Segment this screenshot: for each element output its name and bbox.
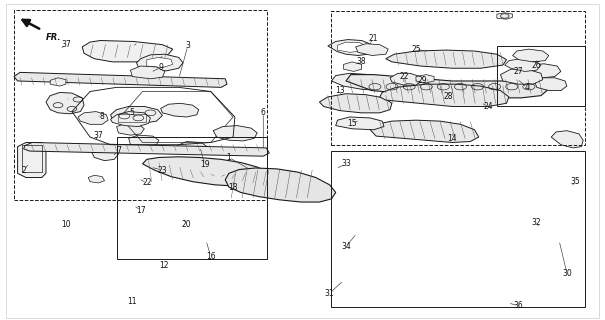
Text: 18: 18 (228, 183, 238, 192)
Text: 21: 21 (369, 34, 379, 43)
Polygon shape (328, 40, 374, 55)
Text: 7: 7 (116, 146, 121, 155)
Polygon shape (416, 75, 434, 83)
Polygon shape (213, 125, 257, 141)
Bar (332, 11, 585, 145)
Polygon shape (551, 131, 583, 148)
Polygon shape (497, 13, 512, 19)
Polygon shape (137, 54, 183, 71)
Polygon shape (161, 103, 198, 117)
Text: 4: 4 (525, 83, 529, 92)
Polygon shape (147, 57, 172, 68)
Text: 14: 14 (447, 134, 457, 143)
Text: 19: 19 (200, 160, 209, 169)
Text: 31: 31 (325, 289, 335, 298)
Bar (119, 114, 146, 123)
Polygon shape (512, 49, 549, 62)
Polygon shape (111, 107, 163, 123)
Polygon shape (91, 145, 119, 161)
Polygon shape (344, 62, 362, 71)
Text: 26: 26 (532, 60, 541, 69)
Text: 36: 36 (514, 301, 523, 310)
Text: 16: 16 (206, 252, 215, 261)
Polygon shape (332, 73, 394, 91)
Text: 22: 22 (142, 179, 151, 188)
Polygon shape (131, 66, 165, 79)
Text: 12: 12 (159, 261, 168, 270)
Polygon shape (78, 112, 108, 124)
Text: 11: 11 (128, 297, 137, 306)
Polygon shape (433, 88, 458, 100)
Text: 17: 17 (136, 206, 146, 215)
Polygon shape (338, 42, 366, 52)
Polygon shape (386, 50, 506, 68)
Polygon shape (117, 123, 145, 135)
Text: 38: 38 (357, 57, 367, 66)
Polygon shape (88, 175, 105, 183)
Polygon shape (505, 59, 541, 71)
Text: 24: 24 (483, 102, 493, 111)
Text: 25: 25 (411, 44, 421, 54)
Text: 34: 34 (341, 242, 351, 251)
Text: 1: 1 (226, 153, 231, 162)
Bar (332, 151, 585, 307)
Text: 32: 32 (532, 218, 541, 227)
Text: 37: 37 (61, 40, 71, 49)
Polygon shape (319, 94, 392, 113)
Polygon shape (14, 72, 227, 87)
Bar (497, 46, 585, 107)
Bar (14, 10, 267, 200)
Text: 2: 2 (21, 166, 26, 175)
Polygon shape (535, 78, 567, 91)
Text: 5: 5 (130, 108, 135, 117)
Polygon shape (346, 75, 547, 98)
Polygon shape (380, 84, 509, 107)
Text: 22: 22 (399, 72, 408, 81)
Text: 30: 30 (562, 268, 572, 278)
Text: FR.: FR. (46, 33, 62, 42)
Polygon shape (143, 157, 271, 186)
Text: 6: 6 (261, 108, 266, 117)
Text: 9: 9 (159, 63, 163, 72)
Polygon shape (525, 64, 561, 78)
Text: 3: 3 (185, 41, 190, 51)
Bar (22, 145, 42, 172)
Polygon shape (500, 69, 543, 84)
Text: 35: 35 (571, 177, 580, 186)
Text: 15: 15 (347, 119, 357, 128)
Polygon shape (370, 120, 479, 142)
Polygon shape (336, 117, 384, 130)
Text: 37: 37 (94, 131, 103, 140)
Polygon shape (129, 135, 159, 147)
Polygon shape (46, 92, 84, 114)
Text: 28: 28 (444, 92, 453, 101)
Polygon shape (24, 142, 269, 156)
Text: 10: 10 (61, 220, 71, 229)
Polygon shape (111, 112, 151, 126)
Text: 33: 33 (341, 159, 351, 168)
Bar (117, 137, 267, 260)
Text: 20: 20 (182, 220, 191, 229)
Polygon shape (50, 78, 66, 86)
Text: 13: 13 (335, 86, 345, 95)
Text: 8: 8 (100, 112, 105, 121)
Polygon shape (225, 168, 336, 202)
Text: 23: 23 (158, 166, 167, 175)
Polygon shape (18, 142, 46, 178)
Polygon shape (82, 41, 172, 62)
Text: 27: 27 (514, 67, 523, 76)
Text: 29: 29 (417, 76, 427, 85)
Polygon shape (390, 73, 422, 85)
Polygon shape (356, 44, 388, 55)
Polygon shape (177, 141, 207, 153)
